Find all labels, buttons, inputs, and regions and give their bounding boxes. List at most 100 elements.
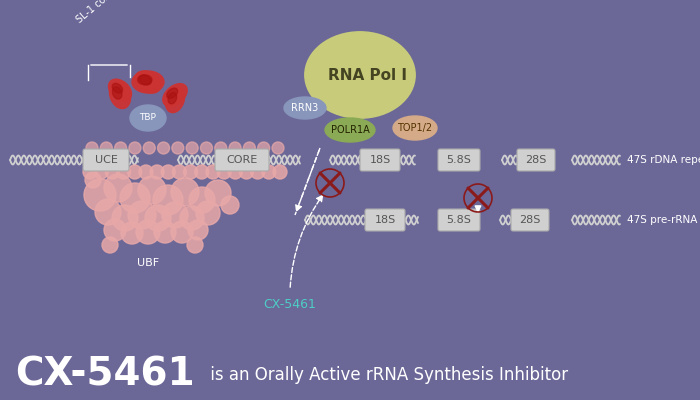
Circle shape — [85, 172, 101, 188]
Circle shape — [100, 142, 112, 154]
Circle shape — [112, 205, 138, 231]
Circle shape — [154, 221, 176, 243]
Circle shape — [205, 180, 231, 206]
Ellipse shape — [130, 105, 166, 131]
Ellipse shape — [165, 88, 185, 112]
Ellipse shape — [112, 83, 122, 93]
Circle shape — [162, 202, 188, 228]
Circle shape — [171, 178, 199, 206]
Text: RRN3: RRN3 — [291, 103, 318, 113]
Ellipse shape — [325, 118, 375, 142]
Text: 47S pre-rRNA: 47S pre-rRNA — [627, 215, 697, 225]
Circle shape — [228, 165, 242, 179]
Circle shape — [150, 165, 164, 179]
Circle shape — [127, 165, 141, 179]
Ellipse shape — [135, 71, 161, 93]
Ellipse shape — [167, 88, 178, 98]
Ellipse shape — [109, 82, 130, 108]
FancyBboxPatch shape — [438, 209, 480, 231]
Ellipse shape — [139, 75, 151, 85]
Circle shape — [262, 165, 276, 179]
Circle shape — [129, 142, 141, 154]
FancyBboxPatch shape — [365, 209, 405, 231]
FancyBboxPatch shape — [215, 149, 269, 171]
Circle shape — [195, 165, 209, 179]
Circle shape — [172, 142, 184, 154]
Circle shape — [206, 165, 220, 179]
Text: TOP1/2: TOP1/2 — [398, 123, 433, 133]
Circle shape — [273, 165, 287, 179]
Text: SL-1 complex: SL-1 complex — [75, 0, 132, 25]
Ellipse shape — [136, 107, 160, 123]
Circle shape — [102, 237, 118, 253]
Circle shape — [145, 205, 171, 231]
Circle shape — [188, 220, 208, 240]
Circle shape — [95, 199, 121, 225]
Circle shape — [86, 142, 98, 154]
Circle shape — [139, 165, 153, 179]
Circle shape — [121, 222, 143, 244]
Circle shape — [83, 165, 97, 179]
Text: 47S rDNA repeat: 47S rDNA repeat — [627, 155, 700, 165]
Circle shape — [221, 196, 239, 214]
Text: 28S: 28S — [519, 215, 540, 225]
Text: CX-5461: CX-5461 — [15, 356, 195, 394]
Circle shape — [272, 142, 284, 154]
Ellipse shape — [113, 87, 122, 99]
Circle shape — [200, 142, 213, 154]
Text: CORE: CORE — [226, 155, 258, 165]
Circle shape — [217, 165, 231, 179]
Text: UBF: UBF — [137, 258, 159, 268]
Ellipse shape — [304, 32, 415, 118]
Circle shape — [180, 206, 204, 230]
FancyBboxPatch shape — [360, 149, 400, 171]
Circle shape — [239, 165, 253, 179]
Text: POLR1A: POLR1A — [330, 125, 370, 135]
Text: 5.8S: 5.8S — [447, 215, 471, 225]
Circle shape — [84, 179, 116, 211]
Circle shape — [183, 165, 197, 179]
Circle shape — [104, 174, 132, 202]
Text: is an Orally Active rRNA Synthesis Inhibitor: is an Orally Active rRNA Synthesis Inhib… — [205, 366, 568, 384]
Ellipse shape — [284, 97, 326, 119]
Ellipse shape — [108, 79, 132, 101]
Circle shape — [196, 201, 220, 225]
Text: 5.8S: 5.8S — [447, 155, 471, 165]
Circle shape — [104, 219, 126, 241]
Circle shape — [94, 165, 108, 179]
Text: CX-5461: CX-5461 — [264, 298, 316, 311]
Circle shape — [172, 165, 186, 179]
Text: UCE: UCE — [94, 155, 118, 165]
Circle shape — [128, 201, 156, 229]
Circle shape — [244, 142, 256, 154]
Ellipse shape — [138, 75, 152, 85]
Text: 18S: 18S — [370, 155, 391, 165]
Ellipse shape — [163, 84, 187, 106]
Circle shape — [171, 221, 193, 243]
Circle shape — [215, 142, 227, 154]
Circle shape — [158, 142, 169, 154]
Circle shape — [116, 165, 130, 179]
Text: RNA Pol I: RNA Pol I — [328, 68, 407, 82]
Circle shape — [251, 165, 265, 179]
Circle shape — [153, 185, 183, 215]
Ellipse shape — [140, 110, 151, 117]
Circle shape — [144, 142, 155, 154]
Circle shape — [161, 165, 175, 179]
Circle shape — [186, 142, 198, 154]
FancyBboxPatch shape — [517, 149, 555, 171]
Circle shape — [229, 142, 241, 154]
Circle shape — [136, 220, 160, 244]
Circle shape — [106, 165, 120, 179]
Text: TBP: TBP — [139, 114, 156, 122]
FancyBboxPatch shape — [438, 149, 480, 171]
Ellipse shape — [393, 116, 437, 140]
Circle shape — [258, 142, 270, 154]
Circle shape — [120, 183, 150, 213]
Circle shape — [187, 237, 203, 253]
Ellipse shape — [168, 92, 176, 104]
FancyBboxPatch shape — [511, 209, 549, 231]
Ellipse shape — [132, 71, 164, 93]
Circle shape — [189, 187, 215, 213]
FancyBboxPatch shape — [83, 149, 129, 171]
